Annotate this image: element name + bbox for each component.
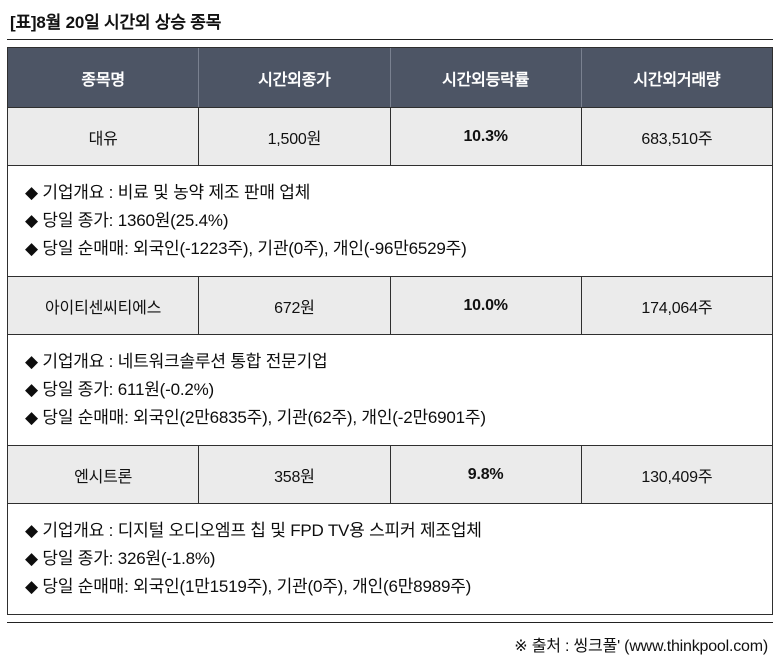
detail-line-net-trading: ◆ 당일 순매매: 외국인(2만6835주), 기관(62주), 개인(-2만6…	[25, 408, 486, 427]
stock-detail-cell: ◆ 기업개요 : 네트워크솔루션 통합 전문기업 ◆ 당일 종가: 611원(-…	[7, 334, 773, 446]
volume-cell: 130,409주	[580, 445, 774, 504]
stock-detail-cell: ◆ 기업개요 : 비료 및 농약 제조 판매 업체 ◆ 당일 종가: 1360원…	[7, 165, 773, 277]
stock-detail-row: ◆ 기업개요 : 디지털 오디오엠프 칩 및 FPD TV용 스피커 제조업체 …	[7, 503, 773, 615]
stock-detail-row: ◆ 기업개요 : 네트워크솔루션 통합 전문기업 ◆ 당일 종가: 611원(-…	[7, 334, 773, 446]
detail-line-overview: ◆ 기업개요 : 네트워크솔루션 통합 전문기업	[25, 352, 328, 371]
source-note: ※ 출처 : 씽크풀' (www.thinkpool.com)	[514, 638, 768, 655]
stock-summary-row: 아이티센씨티에스 672원 10.0% 174,064주	[6, 276, 774, 335]
detail-line-day-close: ◆ 당일 종가: 1360원(25.4%)	[25, 211, 229, 230]
footer-divider	[7, 622, 773, 623]
change-rate-cell: 9.8%	[389, 445, 582, 504]
col-header-afterhours-change: 시간외등락률	[389, 47, 582, 108]
close-price-cell: 358원	[198, 445, 391, 504]
volume-cell: 174,064주	[580, 276, 774, 335]
col-header-afterhours-close: 시간외종가	[198, 47, 390, 108]
detail-line-net-trading: ◆ 당일 순매매: 외국인(-1223주), 기관(0주), 개인(-96만65…	[25, 239, 467, 258]
title-divider	[7, 39, 773, 40]
detail-line-overview: ◆ 기업개요 : 비료 및 농약 제조 판매 업체	[25, 183, 311, 202]
stock-detail-cell: ◆ 기업개요 : 디지털 오디오엠프 칩 및 FPD TV용 스피커 제조업체 …	[7, 503, 773, 615]
col-header-stock-name: 종목명	[7, 47, 199, 108]
stock-detail-row: ◆ 기업개요 : 비료 및 농약 제조 판매 업체 ◆ 당일 종가: 1360원…	[7, 165, 773, 277]
detail-line-net-trading: ◆ 당일 순매매: 외국인(1만1519주), 기관(0주), 개인(6만898…	[25, 577, 472, 596]
close-price-cell: 672원	[198, 276, 391, 335]
stock-table: 종목명 시간외종가 시간외등락률 시간외거래량 대유 1,500원 10.3% …	[6, 47, 774, 615]
change-rate-cell: 10.0%	[389, 276, 582, 335]
detail-line-day-close: ◆ 당일 종가: 611원(-0.2%)	[25, 380, 214, 399]
col-header-afterhours-volume: 시간외거래량	[580, 47, 773, 108]
close-price-cell: 1,500원	[198, 107, 391, 166]
header-row: 종목명 시간외종가 시간외등락률 시간외거래량	[7, 47, 773, 108]
detail-line-day-close: ◆ 당일 종가: 326원(-1.8%)	[25, 549, 216, 568]
change-rate-cell: 10.3%	[389, 107, 582, 166]
volume-cell: 683,510주	[580, 107, 774, 166]
stock-name-cell: 엔시트론	[6, 445, 200, 504]
page-title: [표]8월 20일 시간외 상승 종목	[10, 13, 222, 32]
stock-summary-row: 엔시트론 358원 9.8% 130,409주	[6, 445, 774, 504]
stock-summary-row: 대유 1,500원 10.3% 683,510주	[6, 107, 774, 166]
stock-name-cell: 아이티센씨티에스	[6, 276, 200, 335]
stock-name-cell: 대유	[6, 107, 200, 166]
detail-line-overview: ◆ 기업개요 : 디지털 오디오엠프 칩 및 FPD TV용 스피커 제조업체	[25, 521, 482, 540]
